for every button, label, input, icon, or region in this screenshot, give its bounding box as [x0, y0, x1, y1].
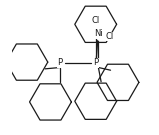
Text: Ni: Ni: [94, 29, 103, 38]
Text: Cl: Cl: [92, 16, 100, 25]
Text: Cl: Cl: [105, 32, 113, 41]
Text: P: P: [93, 58, 98, 67]
Text: P: P: [57, 58, 62, 67]
